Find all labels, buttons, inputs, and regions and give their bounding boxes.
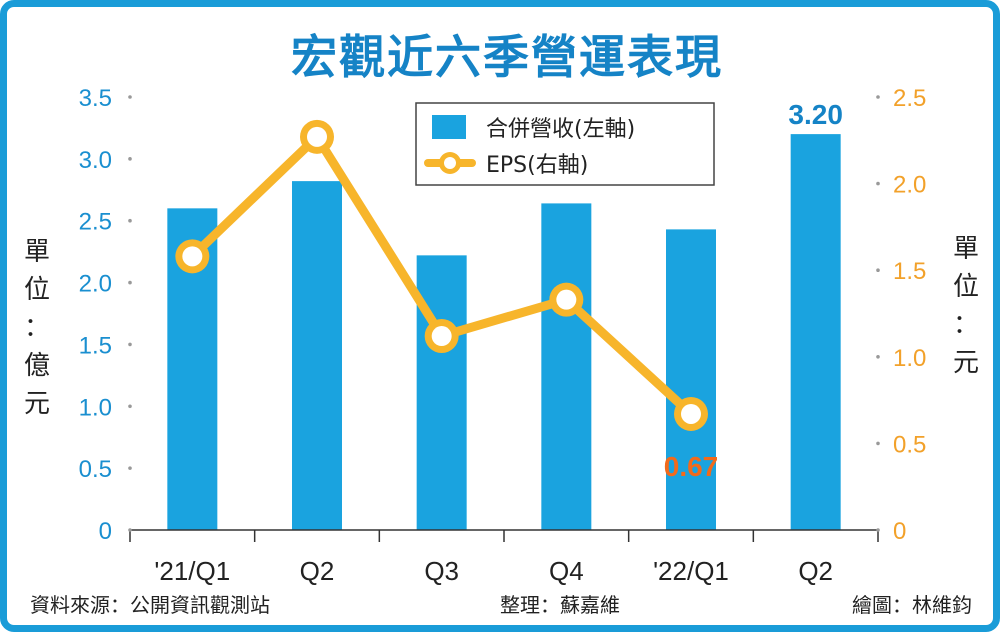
legend-bar-label: 合併營收(左軸) [486, 117, 635, 142]
chart-title: 宏觀近六季營運表現 [291, 30, 723, 84]
legend: 合併營收(左軸) EPS(右軸) [415, 102, 715, 186]
y-right-tick-label: 2.0 [893, 172, 926, 199]
revenue-bar [666, 229, 716, 531]
y-right-tick-dot [876, 181, 880, 186]
y-left-tick-label: 1.5 [79, 332, 112, 359]
y-left-tick-label: 0 [99, 518, 112, 545]
legend-line-label: EPS(右軸) [486, 153, 588, 178]
plot-area: 3.20 0.67 [167, 99, 843, 531]
y-right-tick-label: 0.5 [893, 431, 926, 458]
footer-source: 資料來源：公開資訊觀測站 [30, 593, 270, 617]
eps-data-label: 0.67 [664, 451, 719, 482]
y-left-tick-dot [128, 342, 132, 347]
y-right-tick-label: 0 [893, 518, 906, 545]
revenue-bar [416, 255, 467, 530]
y-right-tick-dot [876, 268, 880, 273]
eps-point-center [556, 289, 577, 310]
y-left-tick-dot [128, 218, 132, 223]
y-right-tick-dot [876, 528, 880, 532]
x-tick-label: '21/Q1 [154, 556, 230, 586]
y-left-tick-dot [128, 466, 132, 470]
eps-point-center [307, 126, 327, 147]
axes: '21/Q1 Q2 Q3 Q4 '22/Q1 Q2 0 0.5 1.0 1.5 2.0 2.5 3.0 3… [24, 85, 979, 586]
footer: 資料來源：公開資訊觀測站 整理：蘇嘉維 繪圖：林維鈞 [30, 593, 972, 617]
y-right-tick-dot [876, 441, 880, 446]
footer-editor: 整理：蘇嘉維 [500, 593, 620, 617]
x-tick-label: '22/Q1 [653, 556, 729, 586]
eps-point-center [681, 403, 701, 424]
eps-point-center [431, 326, 452, 347]
footer-artist: 繪圖：林維鈞 [852, 593, 972, 617]
y-left-tick-dot [128, 157, 132, 161]
y-left-unit-label: 單位：億元 [24, 237, 50, 419]
x-tick-label: Q3 [424, 556, 459, 586]
y-left-tick-label: 3.0 [79, 147, 112, 174]
y-left-tick-label: 2.5 [79, 209, 112, 236]
y-right-tick-dot [876, 95, 880, 99]
y-left-tick-dot [128, 280, 132, 285]
revenue-data-label: 3.20 [788, 99, 843, 130]
eps-point-center [182, 246, 203, 267]
legend-line-marker-center [444, 157, 456, 169]
x-tick-label: Q2 [798, 556, 833, 586]
revenue-bar [790, 134, 841, 530]
revenue-bar [292, 181, 342, 530]
y-left-tick-dot [128, 95, 132, 99]
y-left-tick-dot [128, 404, 132, 409]
y-right-unit-label: 單位：元 [953, 234, 979, 378]
x-tick-label: Q2 [300, 556, 335, 586]
y-right-tick-label: 1.5 [893, 258, 926, 285]
revenue-bar [541, 203, 592, 530]
legend-bar-swatch [432, 115, 466, 139]
y-right-tick-dot [876, 355, 880, 359]
y-left-tick-label: 0.5 [79, 456, 112, 483]
x-tick-label: Q4 [549, 556, 584, 586]
y-left-tick-label: 3.5 [79, 85, 112, 112]
y-left-tick-dot [128, 528, 132, 532]
y-right-tick-label: 1.0 [893, 345, 926, 372]
y-right-tick-label: 2.5 [893, 85, 926, 112]
y-left-tick-label: 2.0 [79, 271, 112, 298]
y-left-tick-label: 1.0 [79, 394, 112, 421]
